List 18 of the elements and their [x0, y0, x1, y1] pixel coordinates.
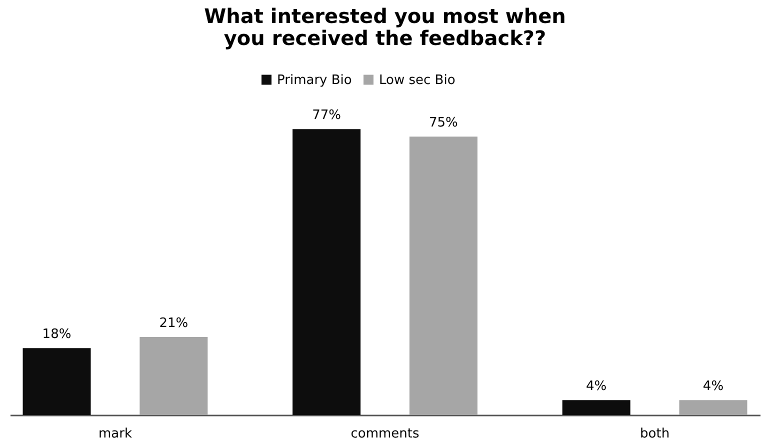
bar — [140, 337, 208, 415]
chart-title: What interested you most when you received the feedback?? — [204, 4, 566, 50]
bar — [292, 129, 361, 415]
bar — [409, 136, 478, 415]
x-tick-label: comments — [350, 426, 420, 442]
data-label: 18% — [42, 327, 72, 342]
data-label: 21% — [159, 316, 188, 332]
x-tick-label: both — [640, 426, 670, 442]
data-label: 77% — [312, 108, 341, 124]
bar — [679, 400, 748, 415]
bar — [22, 348, 91, 415]
data-label: 4% — [586, 379, 607, 394]
x-tick-label: mark — [98, 426, 132, 442]
legend-label: Primary Bio — [277, 72, 352, 88]
data-label: 75% — [429, 116, 458, 131]
bar — [562, 400, 630, 415]
data-label: 4% — [702, 379, 724, 394]
legend-label: Low sec Bio — [379, 72, 456, 88]
